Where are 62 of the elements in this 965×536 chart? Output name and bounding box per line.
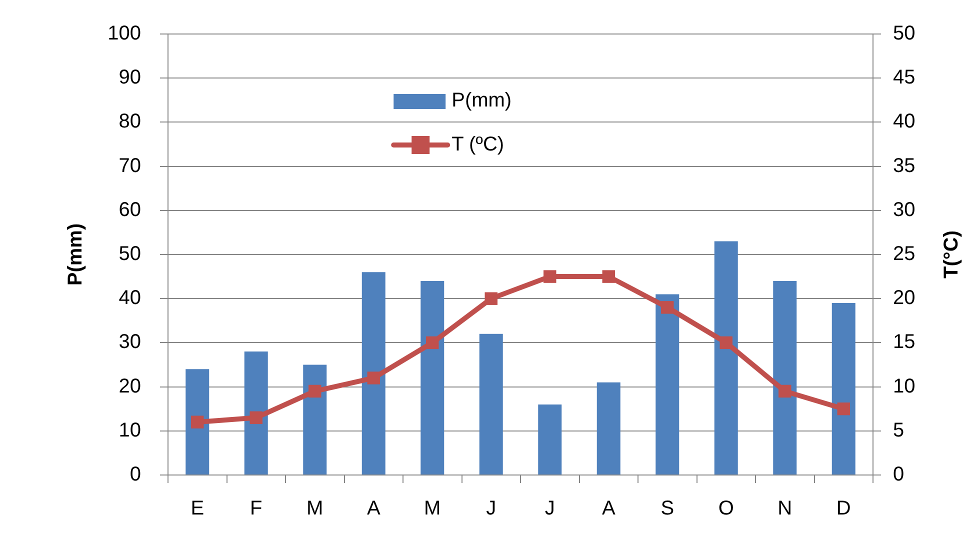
point [308,384,322,398]
y2-tick-label: 5 [893,419,904,442]
y-tick-label: 100 [108,22,141,45]
point [544,270,556,283]
y-tick-label: 80 [118,110,141,133]
point [191,416,204,428]
x-tick-label: M [306,498,324,520]
bar [832,303,856,474]
bar [538,404,562,474]
bar [244,352,268,474]
bar [714,241,738,474]
x-tick-label: D [836,498,851,520]
y-tick-label: 10 [118,419,141,442]
x-tick-label: E [190,498,204,520]
x-tick-label: N [778,498,792,520]
y-tick-label: 50 [118,243,141,266]
y-tick-label: 90 [118,66,141,89]
y2-tick-label: 35 [893,154,916,177]
y2-tick-label: 50 [893,22,916,45]
point [837,402,850,416]
y-tick-label: 60 [118,198,141,221]
y2-axis-title: T(°C) [940,230,963,278]
y2-tick-label: 45 [893,66,916,89]
bar [186,369,210,474]
y2-tick-label: 0 [893,464,904,486]
x-tick-label: A [602,498,616,520]
point [367,372,380,384]
bar [596,382,620,474]
bar [773,280,797,474]
x-tick-label: S [660,498,674,520]
x-tick-label: J [486,498,496,520]
y-tick-label: 20 [118,375,141,398]
point [426,336,439,350]
y2-tick-label: 10 [893,375,916,398]
y2-tick-label: 20 [893,287,916,310]
y2-tick-label: 25 [893,243,916,266]
y2-tick-label: 30 [893,198,916,221]
bar [420,280,444,474]
point [661,301,674,314]
bar [656,294,680,474]
y-tick-label: 30 [118,331,141,354]
bar [362,272,386,474]
point [778,384,792,398]
y-tick-label: 40 [118,287,141,310]
x-tick-label: F [250,498,262,520]
point [602,270,615,283]
y-axis-title: P(mm) [64,223,87,286]
bar [303,364,327,474]
bar [479,334,503,474]
x-tick-label: A [366,498,381,520]
legend-label: P(mm) [452,90,512,112]
x-tick-label: M [424,498,441,520]
point [484,292,498,305]
x-tick-label: O [718,498,734,520]
y-tick-label: 70 [118,154,141,177]
y2-tick-label: 40 [893,110,916,133]
point [720,336,732,350]
y2-tick-label: 15 [893,331,916,354]
x-tick-label: J [544,498,555,520]
point [250,411,262,424]
legend-label: T (ºC) [452,134,504,156]
y-tick-label: 0 [130,464,141,486]
